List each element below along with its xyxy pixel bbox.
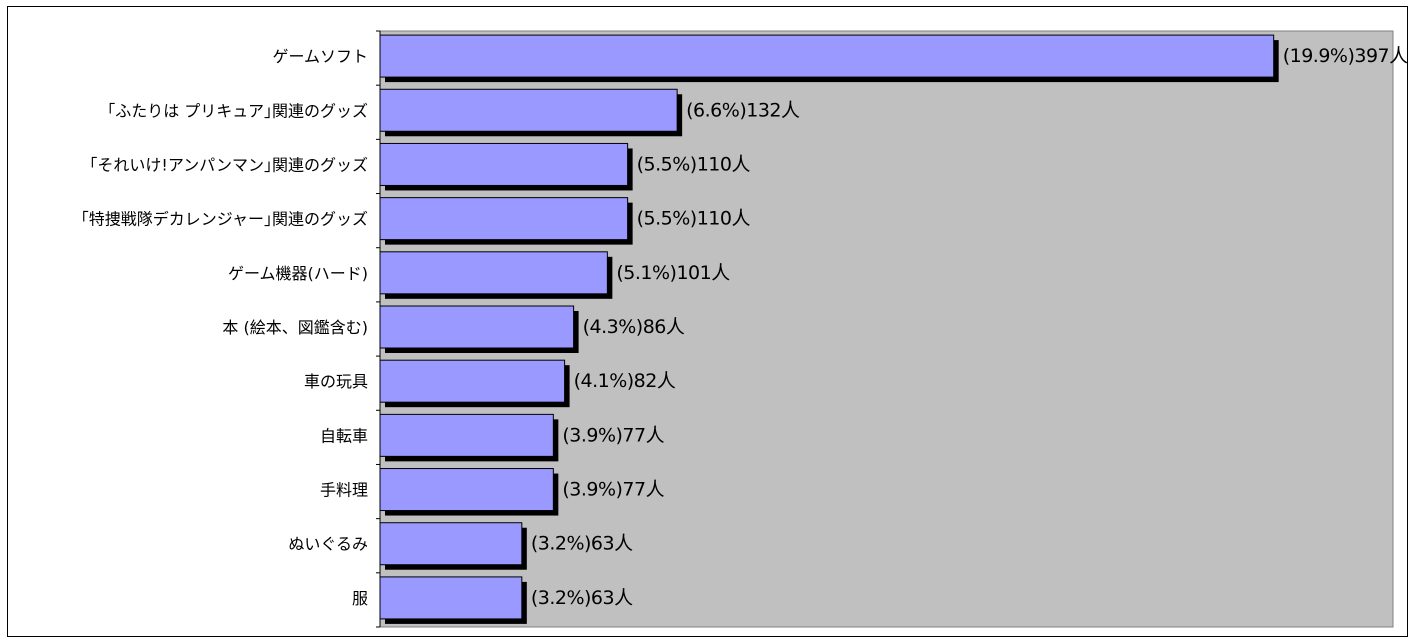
category-labels: ゲームソフト ｢ふたりは プリキュア｣関連のグッズ ｢それいけ!アンパンマン｣関連の… (81, 47, 368, 608)
bar (379, 197, 629, 241)
category-label: 自転車 (320, 426, 368, 445)
bar (379, 522, 523, 566)
category-label: 服 (352, 589, 368, 608)
value-label: (4.1%)82人 (574, 370, 676, 392)
bar (379, 576, 523, 620)
bar-chart: ゲームソフト ｢ふたりは プリキュア｣関連のグッズ ｢それいけ!アンパンマン｣関連の… (81, 30, 1409, 628)
value-label: (5.5%)110人 (637, 153, 751, 175)
value-label: (6.6%)132人 (686, 99, 800, 121)
value-label: (4.3%)86人 (583, 316, 685, 338)
value-label: (3.9%)77人 (562, 479, 664, 501)
category-label: ゲーム機器(ハード) (228, 264, 368, 283)
category-label: 本 (絵本、図鑑含む) (222, 318, 368, 337)
bar (379, 88, 678, 132)
category-axis (376, 30, 381, 628)
bar (379, 305, 575, 349)
category-label: ｢それいけ!アンパンマン｣関連のグッズ (89, 155, 368, 174)
category-label: ゲームソフト (272, 47, 368, 66)
bar (379, 34, 1275, 78)
bar (379, 251, 608, 295)
value-label: (5.5%)110人 (637, 208, 751, 230)
category-label: ｢ふたりは プリキュア｣関連のグッズ (107, 101, 368, 120)
bars (379, 34, 1279, 624)
bar (379, 468, 554, 512)
value-label: (3.2%)63人 (531, 533, 633, 555)
bar (379, 359, 566, 403)
value-labels: (19.9%)397人 (6.6%)132人 (5.5%)110人 (5.5%)110… (531, 45, 1409, 609)
category-label: ｢特捜戦隊デカレンジャー｣関連のグッズ (81, 210, 368, 229)
chart-frame: ゲームソフト ｢ふたりは プリキュア｣関連のグッズ ｢それいけ!アンパンマン｣関連の… (7, 6, 1409, 637)
bar (379, 413, 554, 457)
value-label: (19.9%)397人 (1283, 45, 1408, 67)
value-label: (5.1%)101人 (616, 262, 730, 284)
category-label: 車の玩具 (304, 372, 368, 391)
value-label: (3.9%)77人 (562, 424, 664, 446)
value-label: (3.2%)63人 (531, 587, 633, 609)
bar (379, 142, 629, 186)
category-label: ぬいぐるみ (288, 535, 368, 554)
category-label: 手料理 (320, 481, 368, 500)
